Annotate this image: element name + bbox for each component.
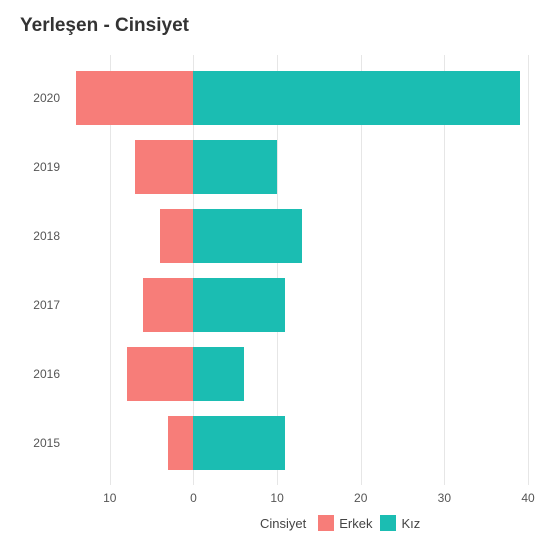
x-tick-label: 10 (270, 491, 283, 505)
bar-right (193, 347, 243, 401)
legend-label: Erkek (339, 516, 372, 531)
bar-right (193, 278, 285, 332)
chart-title: Yerleşen - Cinsiyet (20, 15, 189, 37)
bar-left (127, 347, 194, 401)
bar-left (76, 71, 193, 125)
gridline (528, 55, 529, 485)
legend: Cinsiyet Erkek Kız (260, 515, 420, 531)
bar-left (160, 209, 193, 263)
legend-item-kız: Kız (380, 515, 420, 531)
x-tick-label: 40 (521, 491, 534, 505)
x-tick-label: 10 (103, 491, 116, 505)
y-tick-label: 2020 (20, 91, 60, 105)
bar-right (193, 209, 302, 263)
legend-label: Kız (401, 516, 420, 531)
legend-swatch (380, 515, 396, 531)
bar-left (168, 416, 193, 470)
bar-left (135, 140, 194, 194)
y-tick-label: 2019 (20, 160, 60, 174)
y-tick-label: 2016 (20, 367, 60, 381)
bar-right (193, 416, 285, 470)
x-tick-label: 30 (438, 491, 451, 505)
y-tick-label: 2018 (20, 229, 60, 243)
y-tick-label: 2017 (20, 298, 60, 312)
bar-left (143, 278, 193, 332)
x-tick-label: 0 (190, 491, 197, 505)
legend-title: Cinsiyet (260, 516, 306, 531)
x-tick-label: 20 (354, 491, 367, 505)
legend-swatch (318, 515, 334, 531)
y-tick-label: 2015 (20, 436, 60, 450)
legend-item-erkek: Erkek (318, 515, 372, 531)
plot-area (68, 55, 528, 485)
bar-right (193, 71, 519, 125)
bar-right (193, 140, 277, 194)
